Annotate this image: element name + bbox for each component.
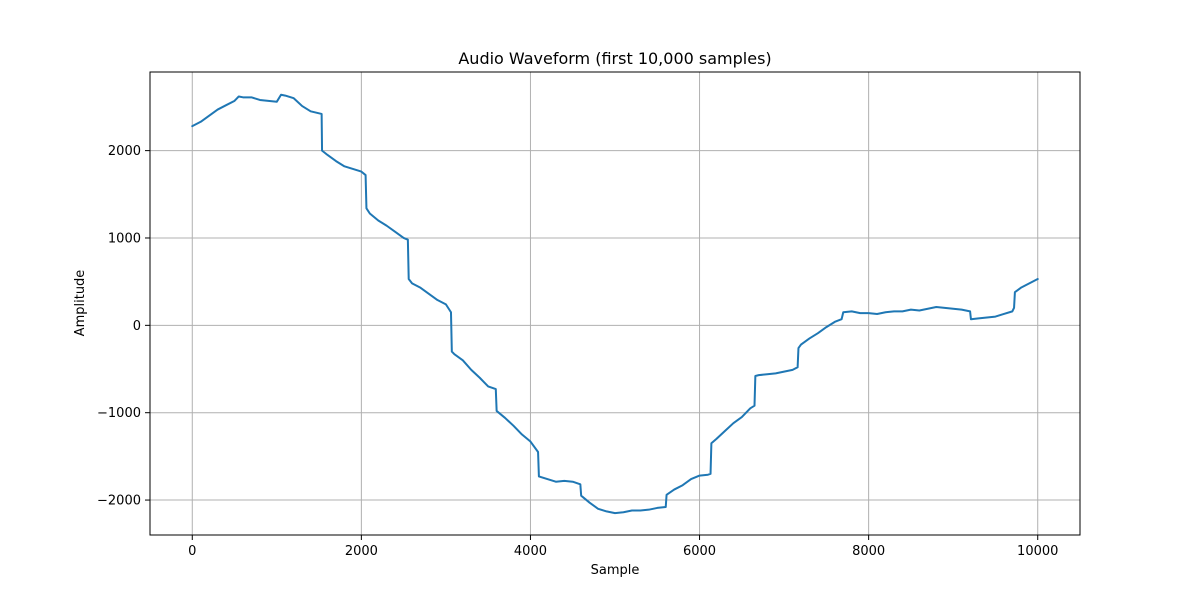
x-tick-label: 6000 — [683, 544, 716, 559]
x-tick-label: 8000 — [852, 544, 885, 559]
y-tick-label: 0 — [133, 319, 141, 334]
series-line-waveform — [191, 93, 1039, 515]
x-tick-label: 2000 — [345, 544, 378, 559]
y-tick-label: 2000 — [108, 144, 141, 159]
y-tick-label: −2000 — [97, 494, 141, 509]
x-tick-label: 10000 — [1017, 544, 1058, 559]
x-tick-label: 0 — [188, 544, 196, 559]
y-axis-label: Amplitude — [73, 270, 88, 337]
plot-frame — [149, 71, 1081, 536]
axis-ticks: 0 2000 4000 6000 8000 10000 −2000 −1000 0 1000 200… — [97, 144, 1058, 559]
chart-title: Audio Waveform (first 10,000 samples) — [458, 49, 771, 68]
grid — [150, 72, 1080, 535]
y-tick-label: −1000 — [97, 406, 141, 421]
x-axis-label: Sample — [591, 563, 640, 578]
x-tick-label: 4000 — [514, 544, 547, 559]
y-tick-label: 1000 — [108, 231, 141, 246]
